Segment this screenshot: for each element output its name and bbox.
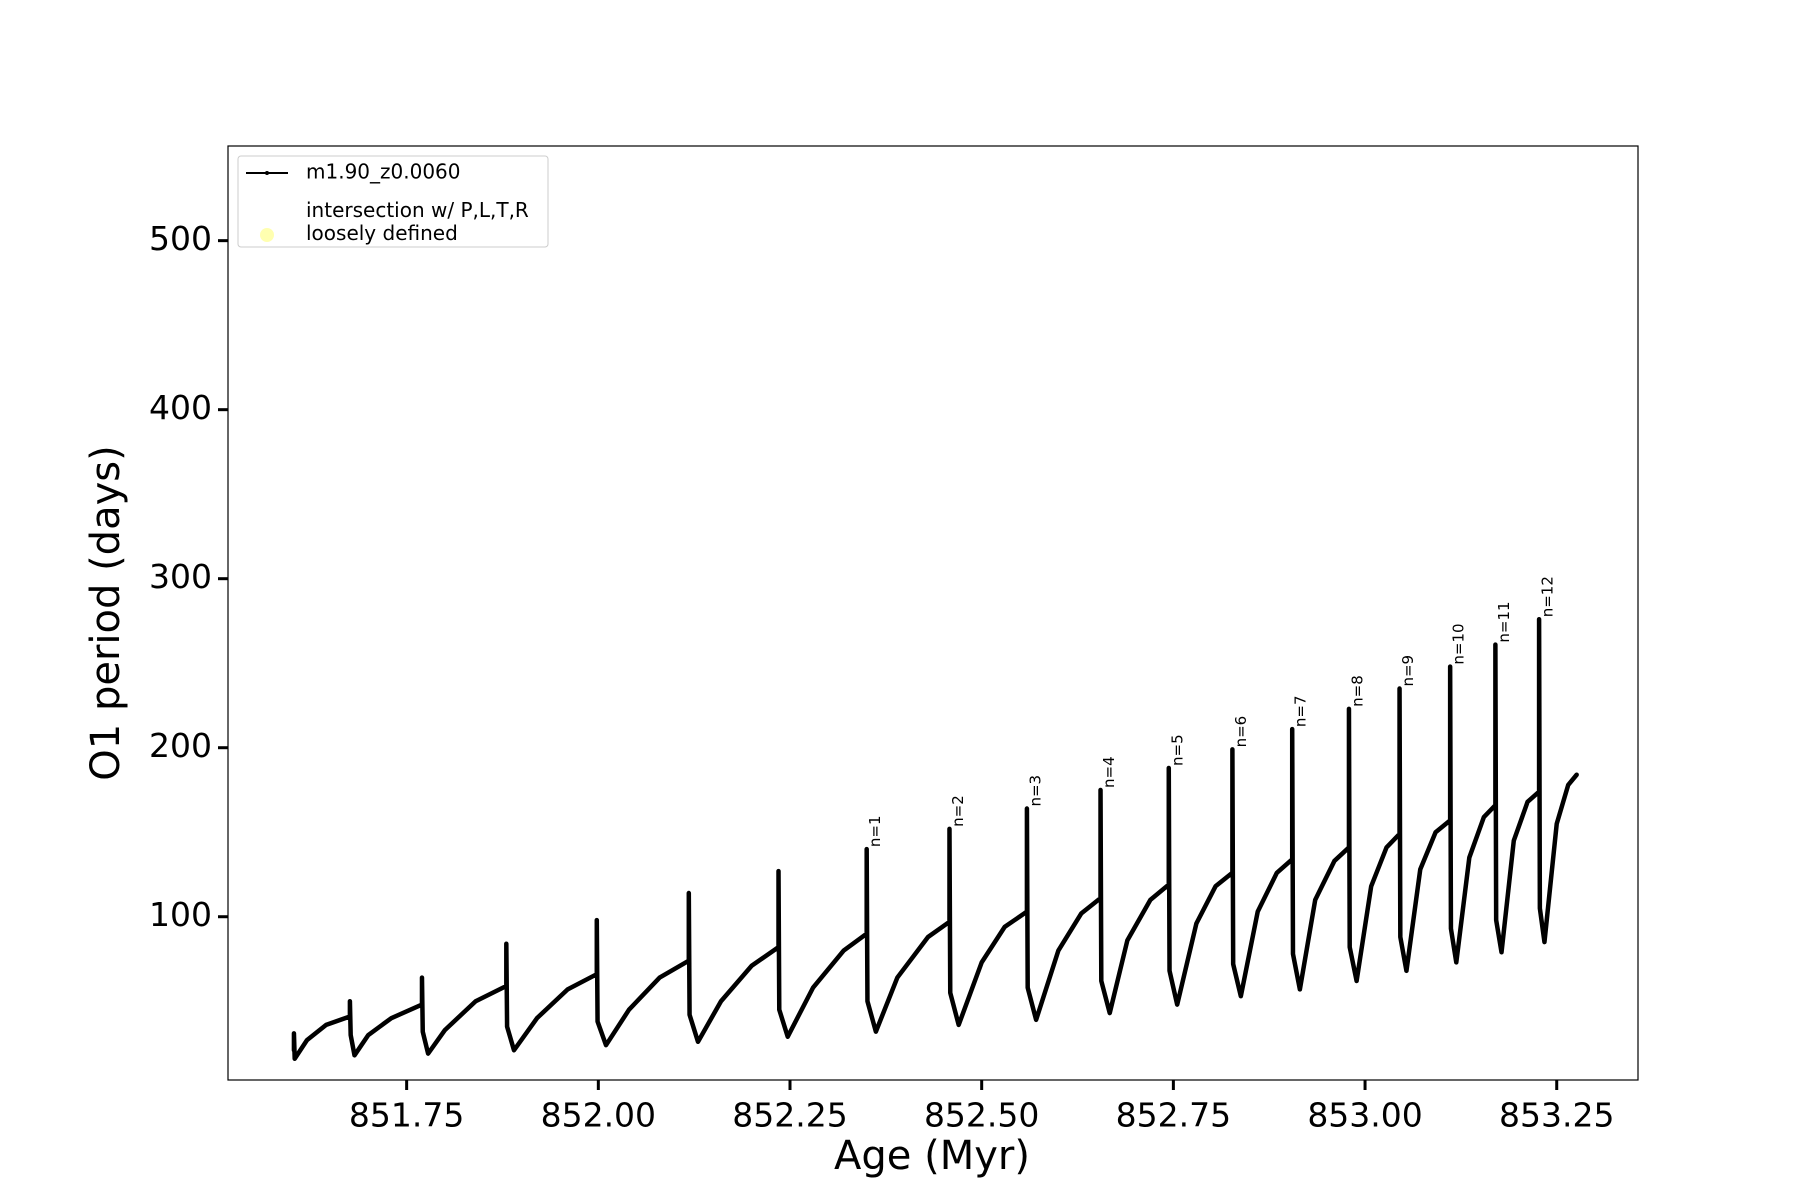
annotation: n=10 <box>1450 623 1468 664</box>
annotation: n=4 <box>1100 756 1118 788</box>
x-tick-label: 852.00 <box>541 1096 656 1135</box>
annotation: n=6 <box>1232 716 1250 748</box>
y-tick-label: 500 <box>149 219 212 258</box>
x-tick-label: 852.25 <box>732 1096 847 1135</box>
annotation: n=2 <box>949 795 967 827</box>
annotation: n=12 <box>1539 576 1557 617</box>
legend-text-line: intersection w/ P,L,T,R <box>306 198 529 222</box>
x-tick-label: 853.25 <box>1499 1096 1614 1135</box>
legend-marker <box>265 171 269 175</box>
annotation: n=7 <box>1292 695 1310 727</box>
annotation: n=3 <box>1026 775 1044 807</box>
legend-marker <box>260 228 274 242</box>
plot-frame <box>227 145 1639 1081</box>
x-axis-label: Age (Myr) <box>834 1133 1030 1179</box>
x-tick-label: 852.50 <box>924 1096 1039 1135</box>
annotation: n=8 <box>1348 675 1366 707</box>
y-axis-label: O1 period (days) <box>83 445 129 780</box>
legend-text: intersection w/ P,L,T,R loosely defined <box>306 198 529 245</box>
x-tick-label: 851.75 <box>349 1096 464 1135</box>
y-tick-label: 100 <box>149 895 212 934</box>
annotation: n=5 <box>1168 734 1186 766</box>
y-tick-label: 400 <box>149 388 212 427</box>
annotation: n=11 <box>1495 601 1513 642</box>
x-tick-label: 852.75 <box>1116 1096 1231 1135</box>
y-tick-label: 300 <box>149 557 212 596</box>
legend-text: m1.90_z0.0060 <box>306 160 461 184</box>
legend-box <box>237 155 549 248</box>
data-line <box>291 617 1579 1061</box>
y-tick-label: 200 <box>149 726 212 765</box>
annotation: n=9 <box>1399 655 1417 687</box>
legend-text-line: loosely defined <box>306 221 458 245</box>
x-tick-label: 853.00 <box>1307 1096 1422 1135</box>
annotation: n=1 <box>866 815 884 847</box>
